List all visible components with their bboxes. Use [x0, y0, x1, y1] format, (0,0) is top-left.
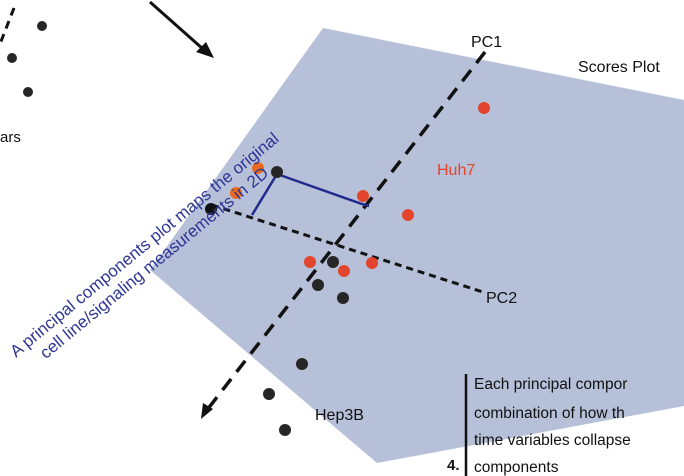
left-partial-label: ars — [0, 129, 21, 146]
huh7-label: Huh7 — [437, 162, 475, 179]
huh7-point — [338, 265, 350, 277]
top-left-point — [23, 87, 33, 97]
hep3b-point — [296, 358, 308, 370]
side-text-line: time variables collapse — [474, 432, 631, 449]
side-text-line: combination of how th — [474, 405, 625, 422]
top-left-dashed-arc — [0, 7, 16, 45]
huh7-point — [357, 190, 369, 202]
pc2-origin-dot — [205, 203, 217, 215]
projection-lines-2 — [250, 173, 279, 216]
top-left-point — [37, 21, 47, 31]
pointer-arrowhead — [196, 42, 214, 58]
side-text-line: Each principal compor — [474, 376, 627, 393]
projection-lines — [276, 172, 370, 208]
pointer-arrow — [149, 0, 204, 51]
hep3b-point — [312, 279, 324, 291]
hep3b-label: Hep3B — [315, 407, 364, 424]
hep3b-point — [337, 292, 349, 304]
huh7-point — [366, 257, 378, 269]
huh7-point — [252, 162, 264, 174]
hep3b-point — [263, 388, 275, 400]
scores-plane — [150, 28, 684, 463]
pc1-arrowhead — [201, 403, 213, 419]
huh7-point — [230, 187, 242, 199]
huh7-point — [402, 209, 414, 221]
hep3b-point — [279, 424, 291, 436]
scores-plot-title: Scores Plot — [578, 59, 660, 76]
top-left-point — [7, 53, 17, 63]
huh7-point — [304, 256, 316, 268]
pc2-label: PC2 — [486, 290, 517, 307]
hep3b-point — [271, 166, 283, 178]
pc1-axis — [205, 50, 487, 412]
huh7-point — [478, 102, 490, 114]
step-number: 4. — [447, 457, 460, 474]
hep3b-point — [327, 256, 339, 268]
pc1-label: PC1 — [471, 34, 502, 51]
side-text-line: components — [474, 459, 559, 476]
